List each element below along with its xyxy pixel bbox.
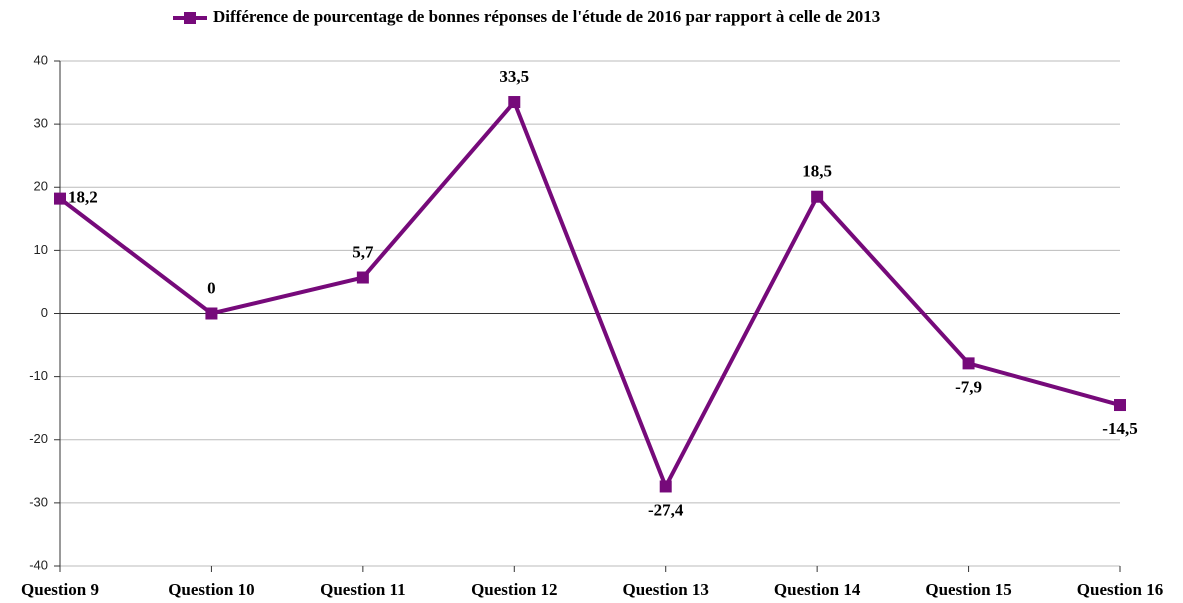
y-tick-label: -20 — [29, 431, 48, 446]
marker — [962, 357, 975, 370]
value-label: 0 — [207, 278, 216, 297]
value-label: 33,5 — [499, 67, 529, 86]
value-label: 18,2 — [68, 188, 98, 207]
x-tick-label: Question 14 — [774, 580, 861, 599]
legend-marker — [184, 12, 196, 24]
legend-label: Différence de pourcentage de bonnes répo… — [213, 7, 880, 26]
y-tick-label: -30 — [29, 494, 48, 509]
value-label: -27,4 — [648, 500, 684, 519]
value-label: 5,7 — [352, 242, 374, 261]
x-tick-label: Question 12 — [471, 580, 557, 599]
value-label: -7,9 — [955, 377, 982, 396]
y-tick-label: -10 — [29, 368, 48, 383]
x-tick-label: Question 9 — [21, 580, 99, 599]
marker — [54, 192, 66, 205]
x-tick-label: Question 15 — [925, 580, 1011, 599]
y-tick-label: 30 — [34, 116, 48, 131]
marker — [1114, 399, 1126, 412]
y-tick-label: 0 — [41, 305, 48, 320]
x-tick-label: Question 13 — [622, 580, 708, 599]
marker — [811, 190, 824, 203]
x-tick-label: Question 10 — [168, 580, 254, 599]
y-tick-label: 20 — [34, 179, 48, 194]
value-label: 18,5 — [802, 162, 832, 181]
value-label: -14,5 — [1102, 419, 1137, 438]
line — [58, 98, 1121, 492]
marker — [205, 307, 218, 320]
x-tick-label: Question 11 — [320, 580, 406, 599]
x-tick-label: Question 16 — [1077, 580, 1163, 599]
marker — [508, 96, 521, 109]
marker — [659, 480, 672, 493]
y-tick-label: 10 — [34, 242, 48, 257]
y-tick-label: 40 — [34, 52, 48, 67]
marker — [356, 271, 369, 284]
y-tick-label: -40 — [29, 557, 48, 572]
